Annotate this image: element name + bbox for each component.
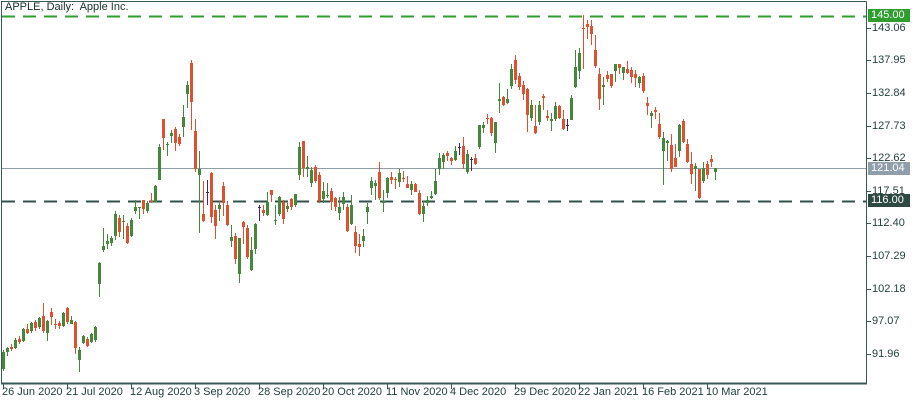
date-tick-label: 22 Jan 2021	[578, 386, 639, 398]
date-tick-label: 11 Nov 2020	[386, 386, 448, 398]
date-tick-label: 21 Jul 2020	[66, 386, 123, 398]
date-tick-label: 3 Sep 2020	[194, 386, 251, 398]
price-tick-label: 91.96	[872, 348, 900, 360]
date-tick-label: 4 Dec 2020	[450, 386, 507, 398]
chart-title: APPLE, Daily: Apple Inc.	[5, 1, 129, 13]
date-tick-label: 20 Oct 2020	[322, 386, 382, 398]
price-tick-label: 97.07	[872, 315, 900, 327]
price-tick-label: 143.06	[872, 22, 906, 34]
price-tick-label: 112.40	[872, 217, 905, 229]
price-tick-label: 127.73	[872, 120, 906, 132]
price-tick-label: 122.62	[872, 152, 906, 164]
price-tick-label: 132.84	[872, 87, 906, 99]
price-tick-label: 102.18	[872, 283, 906, 295]
resistance-price-tag: 145.00	[868, 9, 910, 22]
date-tick-label: 10 Mar 2021	[706, 386, 768, 398]
date-tick-label: 16 Feb 2021	[642, 386, 704, 398]
date-tick-label: 29 Dec 2020	[514, 386, 577, 398]
price-tick-label: 137.95	[872, 54, 906, 66]
price-tick-label: 107.29	[872, 250, 906, 262]
date-tick-label: 12 Aug 2020	[130, 386, 192, 398]
support-price-tag: 116.00	[868, 194, 910, 207]
date-tick-label: 26 Jun 2020	[2, 386, 63, 398]
current-price-tag: 121.04	[868, 162, 910, 175]
date-tick-label: 28 Sep 2020	[258, 386, 321, 398]
